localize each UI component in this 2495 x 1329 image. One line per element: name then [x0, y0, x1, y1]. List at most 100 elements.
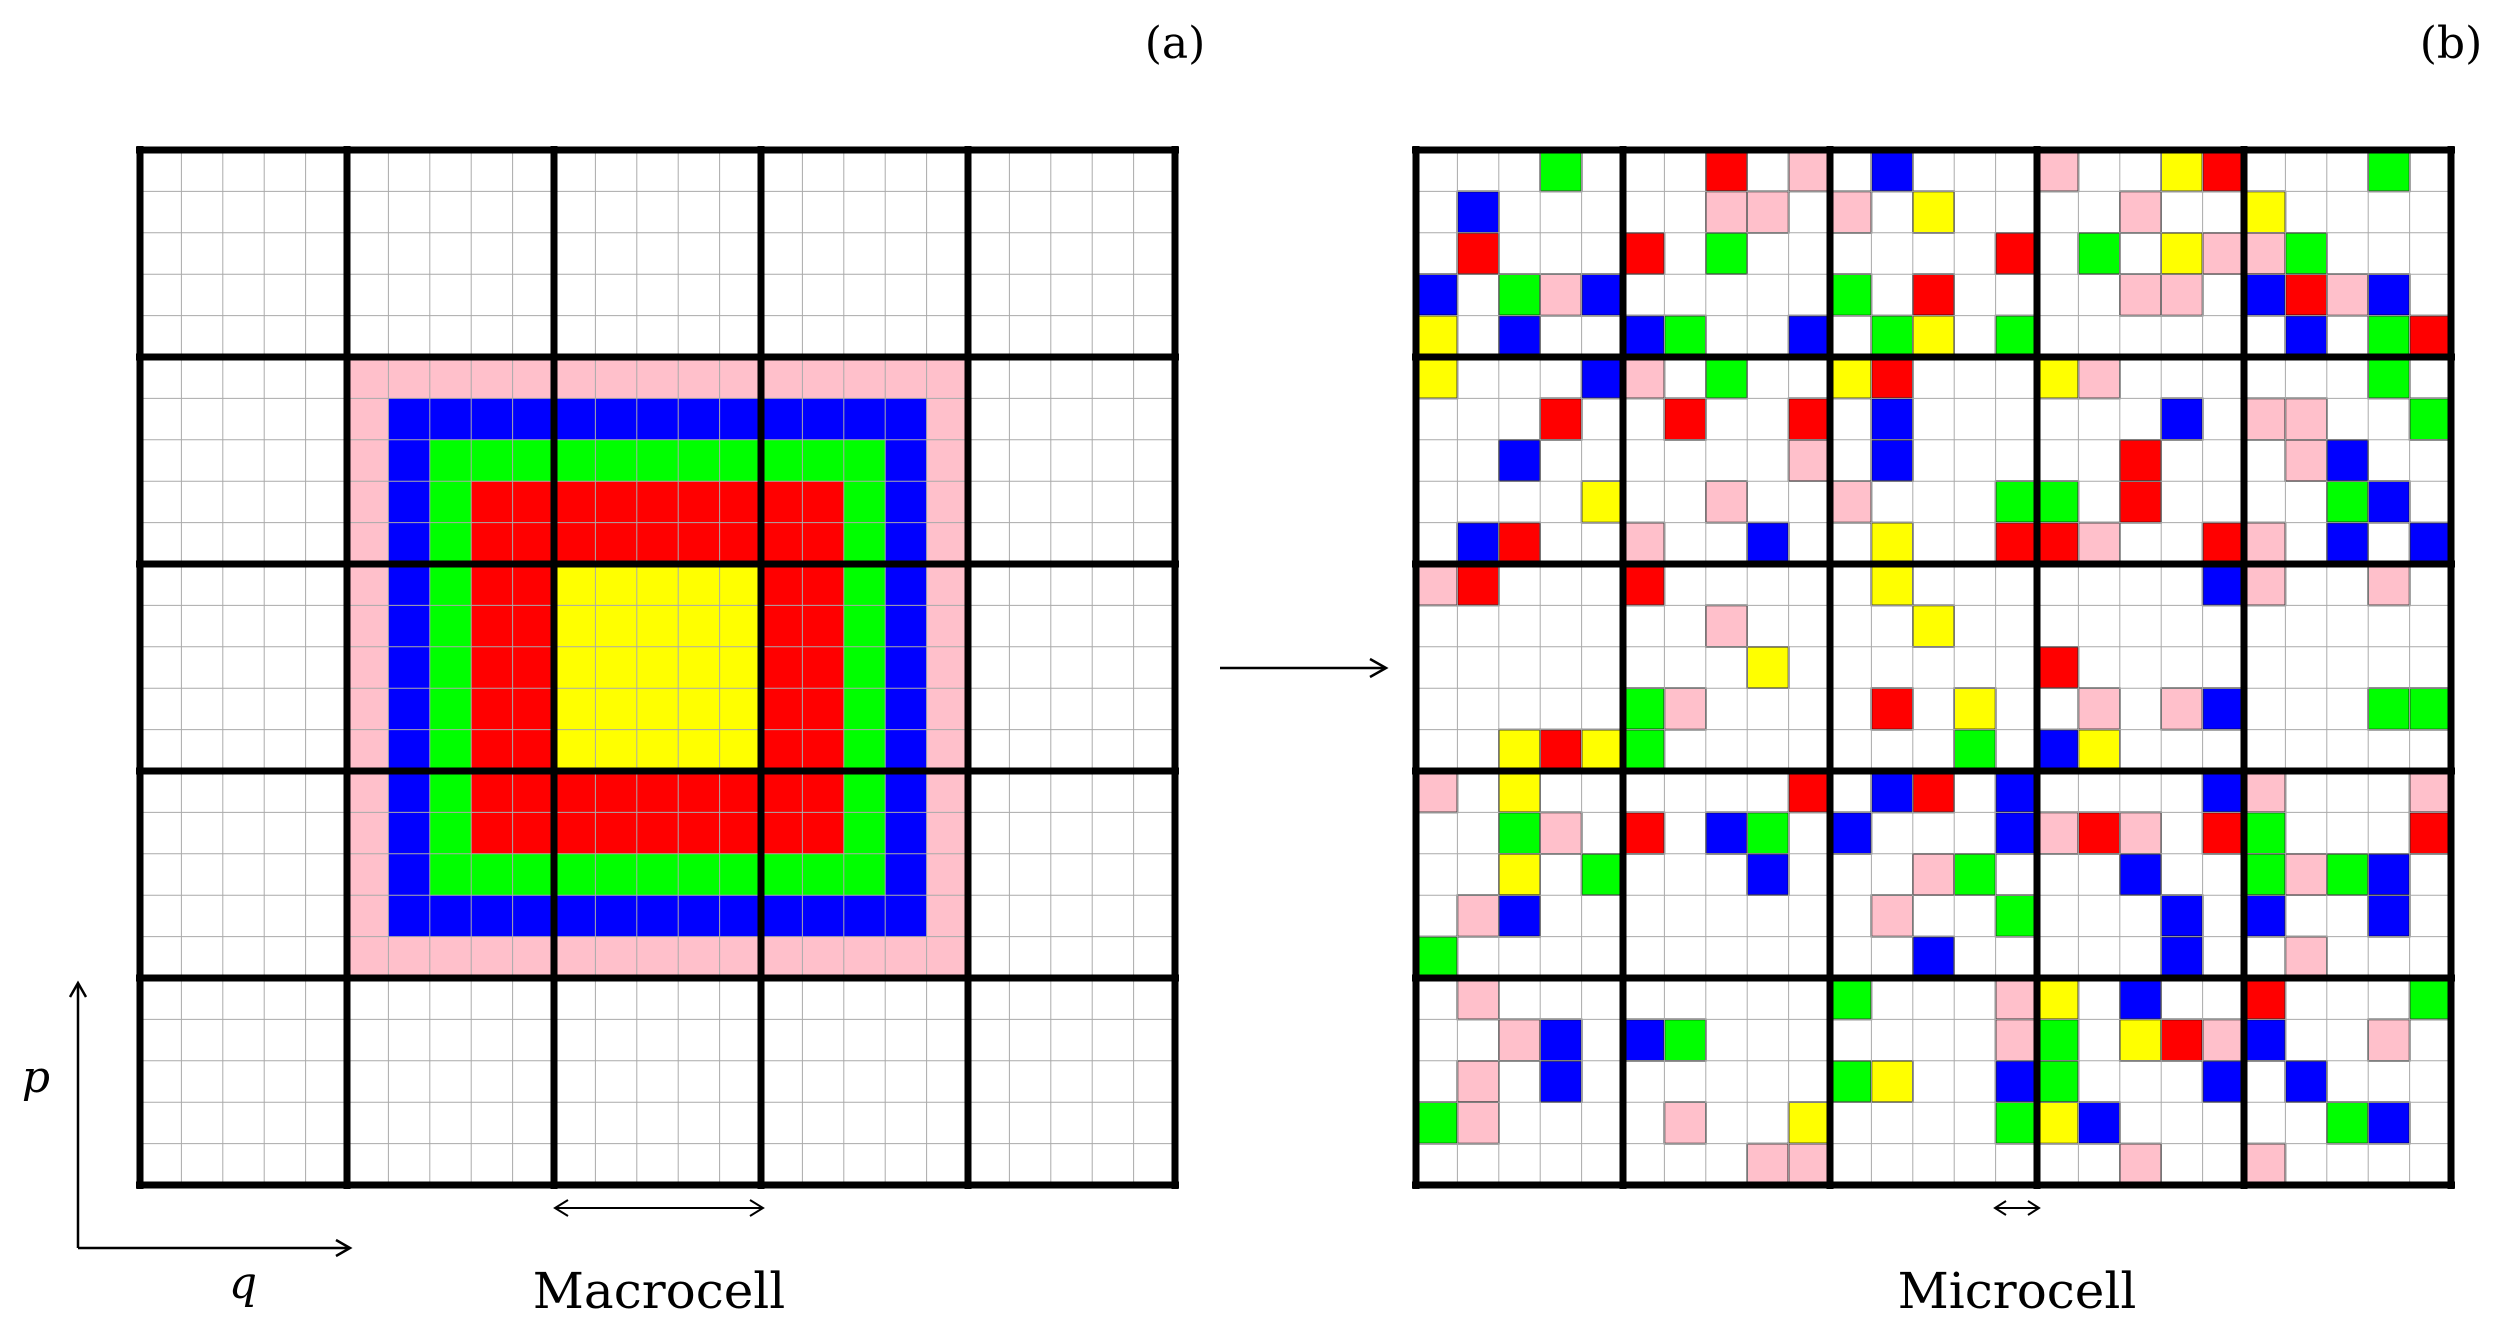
- panel-a-cell-blue: [429, 398, 472, 440]
- panel-b-cell-pink: [1829, 480, 1873, 524]
- panel-a-cell-red: [512, 564, 554, 606]
- panel-b-cell-red: [2284, 273, 2328, 317]
- panel-b-cell-red: [1787, 397, 1831, 441]
- panel-a-cell-pink: [843, 357, 886, 399]
- panel-b-cell-green: [2326, 1101, 2370, 1145]
- panel-a-cell-pink: [926, 729, 968, 771]
- panel-a-cell-blue: [678, 895, 720, 937]
- panel-a-cell-yellow: [636, 564, 679, 606]
- panel-b-cell-yellow: [1912, 314, 1956, 358]
- panel-b-cell-yellow: [1498, 770, 1542, 814]
- panel-b-cell-yellow: [1912, 604, 1956, 648]
- panel-a-cell-pink: [926, 688, 968, 730]
- panel-a-cell-red: [761, 812, 803, 854]
- panel-a-cell-pink: [347, 564, 389, 606]
- panel-a-cell-blue: [885, 564, 927, 606]
- panel-b-cell-pink: [2077, 521, 2121, 565]
- panel-a-cell-green: [843, 771, 886, 813]
- panel-a-cell-green: [554, 439, 596, 482]
- panel-b-cell-pink: [1787, 1142, 1831, 1186]
- panel-a-cell-blue: [388, 522, 430, 564]
- panel-b-cell-red: [1622, 563, 1666, 607]
- panel-b-cell-yellow: [1580, 480, 1624, 524]
- panel-a-cell-red: [595, 771, 637, 813]
- panel-a-cell-blue: [388, 812, 430, 854]
- panel-b-cell-green: [2367, 314, 2411, 358]
- panel-b-cell-green: [1870, 314, 1914, 358]
- panel-a-cell-red: [512, 729, 554, 771]
- panel-b-cell-pink: [2119, 1142, 2163, 1186]
- panel-a-cell-yellow: [719, 729, 761, 771]
- panel-b-cell-red: [1912, 770, 1956, 814]
- panel-a-cell-pink: [595, 936, 637, 978]
- panel-b-cell-blue: [2243, 1018, 2287, 1062]
- panel-b-cell-pink: [2243, 563, 2287, 607]
- panel-b-cell-blue: [2326, 521, 2370, 565]
- panel-a-cell-red: [636, 771, 679, 813]
- panel-a-cell-blue: [636, 398, 679, 440]
- panel-a-cell-blue: [388, 398, 430, 440]
- panel-b-cell-blue: [2326, 438, 2370, 482]
- panel-a-cell-yellow: [636, 688, 679, 730]
- panel-b-cell-pink: [1663, 687, 1707, 731]
- panel-a-cell-yellow: [595, 605, 637, 647]
- panel-a-cell-pink: [719, 357, 761, 399]
- panel-b-cell-pink: [2119, 190, 2163, 234]
- panel-a-cell-red: [471, 522, 513, 564]
- panel-a-cell-pink: [388, 357, 430, 399]
- panel-b-cell-red: [1994, 521, 2038, 565]
- panel-a-cell-red: [761, 771, 803, 813]
- panel-a-cell-green: [471, 439, 513, 482]
- panel-a-cell-red: [802, 688, 844, 730]
- panel-a-cell-yellow: [678, 688, 720, 730]
- panel-b-cell-yellow: [1870, 563, 1914, 607]
- panel-a-cell-yellow: [595, 688, 637, 730]
- panel-b-label: (b): [2420, 18, 2483, 69]
- panel-a-cell-blue: [885, 771, 927, 813]
- panel-b-cell-green: [1994, 480, 2038, 524]
- panel-b-cell-pink: [2367, 563, 2411, 607]
- panel-b-cell-pink: [2160, 687, 2204, 731]
- panel-b-cell-blue: [1622, 1018, 1666, 1062]
- panel-a-cell-green: [843, 605, 886, 647]
- panel-b-cell-blue: [1415, 273, 1459, 317]
- panel-b-cell-yellow: [1787, 1101, 1831, 1145]
- panel-a-cell-red: [678, 481, 720, 523]
- panel-b-cell-blue: [1994, 1060, 2038, 1104]
- panel-a-cell-red: [761, 522, 803, 564]
- panel-a-cell-pink: [926, 481, 968, 523]
- panel-a-cell-red: [636, 522, 679, 564]
- panel-a-cell-red: [802, 564, 844, 606]
- panel-b-cell-pink: [2284, 397, 2328, 441]
- panel-a-cell-green: [843, 646, 886, 689]
- panel-b-cell-red: [1912, 273, 1956, 317]
- panel-b-cell-pink: [1415, 563, 1459, 607]
- panel-a-cell-pink: [595, 357, 637, 399]
- panel-a-cell-green: [429, 481, 472, 523]
- panel-b-cell-blue: [1622, 314, 1666, 358]
- panel-a-cell-pink: [471, 936, 513, 978]
- panel-a-cell-blue: [388, 481, 430, 523]
- panel-a-cell-pink: [761, 357, 803, 399]
- panel-b-cell-pink: [1622, 521, 1666, 565]
- microcell-span-arrow: [1993, 1200, 2041, 1216]
- panel-b-cell-red: [2036, 521, 2080, 565]
- panel-b-cell-blue: [2201, 687, 2245, 731]
- panel-b-cell-red: [1994, 232, 2038, 276]
- panel-b-cell-blue: [2160, 397, 2204, 441]
- panel-a-cell-pink: [926, 936, 968, 978]
- panel-a-cell-green: [843, 812, 886, 854]
- panel-b-cell-pink: [2243, 232, 2287, 276]
- panel-a-cell-red: [471, 771, 513, 813]
- panel-a-cell-blue: [388, 895, 430, 937]
- p-axis-arrowhead: [68, 980, 88, 998]
- panel-b-cell-green: [1746, 811, 1790, 855]
- panel-a-cell-red: [595, 522, 637, 564]
- panel-a-cell-red: [512, 771, 554, 813]
- panel-a-cell-green: [843, 729, 886, 771]
- panel-a-cell-red: [678, 812, 720, 854]
- panel-b-cell-green: [2367, 687, 2411, 731]
- panel-a-cell-blue: [802, 895, 844, 937]
- panel-b-cell-pink: [2243, 397, 2287, 441]
